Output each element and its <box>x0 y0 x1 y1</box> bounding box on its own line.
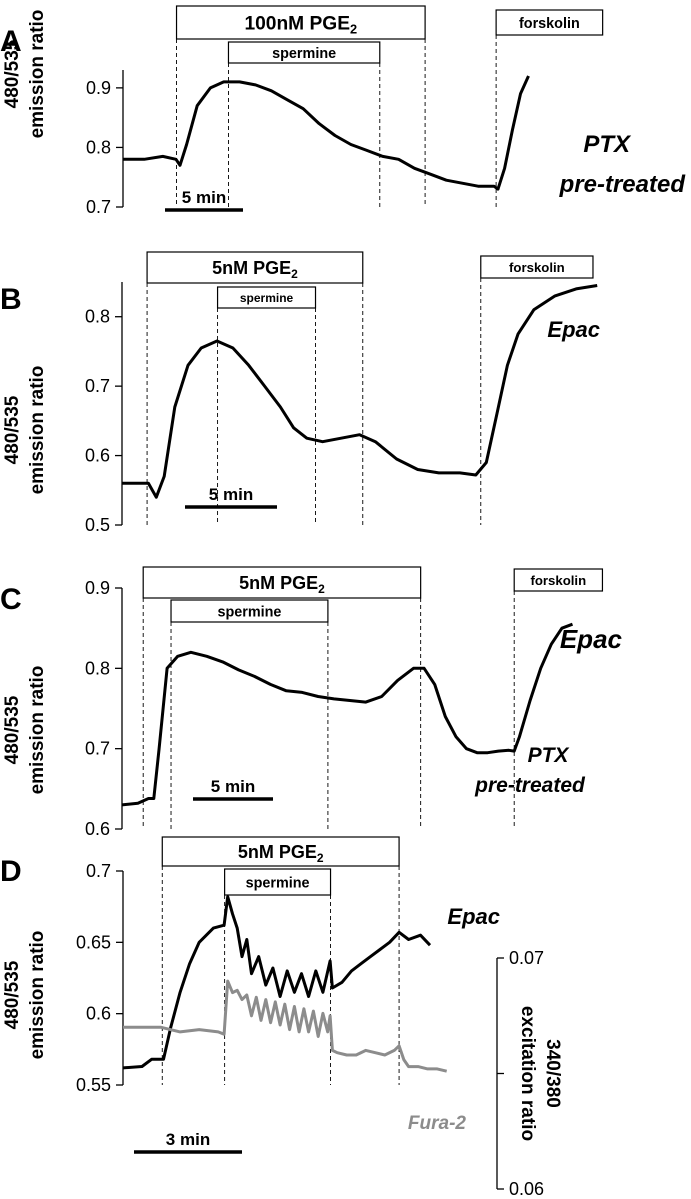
treatment-label: forskolin <box>509 260 565 275</box>
y-tick-label: 0.8 <box>85 307 110 327</box>
annotation-label: pre-treated <box>474 774 586 797</box>
y-axis-label: 480/535 emission ratio <box>2 666 48 795</box>
y-axis-label: 480/535 emission ratio <box>2 10 48 139</box>
series-line <box>121 622 574 807</box>
y-tick-label: 0.6 <box>86 1004 111 1024</box>
series-line <box>122 895 432 1070</box>
y-axis-label-line: 480/535 <box>2 39 23 108</box>
treatment-label-subscript: 2 <box>317 851 324 865</box>
y-axis-label-line: 480/535 <box>2 695 23 764</box>
scale-bar-label: 5 min <box>209 485 253 504</box>
annotation-label: Epac <box>560 624 623 654</box>
y-axis-label-line: emission ratio <box>27 366 48 495</box>
y-tick-label: 0.7 <box>86 861 111 881</box>
y-tick-label: 0.7 <box>85 376 110 396</box>
y-tick-label: 0.7 <box>85 739 110 759</box>
y-tick-label: 0.7 <box>86 197 111 217</box>
treatment-box <box>227 41 381 64</box>
y2-tick-label: 0.06 <box>509 1179 544 1199</box>
treatment-box <box>495 9 604 36</box>
treatment-label: spermine <box>217 604 281 620</box>
annotation-label: PTX <box>583 131 632 158</box>
treatment-box <box>175 5 426 40</box>
scale-bar-label: 5 min <box>182 188 226 207</box>
treatment-label: spermine <box>240 291 294 305</box>
panel-letter: A <box>0 25 22 58</box>
series-line <box>122 284 598 499</box>
treatment-label: 5nM PGE2 <box>239 573 325 596</box>
treatment-box <box>216 286 317 309</box>
treatment-box <box>142 566 422 599</box>
panel-letter: C <box>0 583 22 616</box>
treatment-box <box>480 255 594 279</box>
treatment-box <box>513 568 604 592</box>
y-tick-label: 0.8 <box>85 658 110 678</box>
y2-axis-label: 340/380excitation ratio <box>517 1006 563 1141</box>
y-axis-label: 480/535 emission ratio <box>2 366 48 495</box>
treatment-box <box>161 836 400 867</box>
y-tick-label: 0.55 <box>76 1075 111 1095</box>
annotation-label: pre-treated <box>559 171 687 198</box>
y-axis-label-line: 480/535 <box>2 960 23 1029</box>
series-label-fura2: Fura-2 <box>408 1113 467 1134</box>
treatment-label-subscript: 2 <box>350 22 357 37</box>
treatment-box <box>224 868 332 896</box>
treatment-label-subscript: 2 <box>318 582 325 596</box>
treatment-label: forskolin <box>530 573 586 588</box>
y-axis-label-line: 480/535 <box>2 395 23 464</box>
y2-axis-label-line: excitation ratio <box>517 1006 538 1141</box>
treatment-box <box>170 599 329 623</box>
panel-B: B 480/535 emission ratio 0.5 0.6 0.7 0.8 5nM PG… <box>0 251 600 535</box>
treatment-label: 100nM PGE2 <box>244 14 357 37</box>
scale-bar-label: 3 min <box>166 1130 210 1149</box>
y-tick-label: 0.9 <box>86 78 111 98</box>
annotation-label: PTX <box>528 744 571 767</box>
y-axis-label-line: emission ratio <box>27 666 48 795</box>
y-tick-label: 0.6 <box>85 446 110 466</box>
y-tick-label: 0.5 <box>85 515 110 535</box>
panel-C: C 480/535 emission ratio 0.6 0.7 0.8 0.9 5nM PG… <box>0 566 623 839</box>
treatment-label: 5nM PGE2 <box>212 258 298 281</box>
annotation-label: Epac <box>447 904 500 929</box>
y-tick-label: 0.6 <box>85 819 110 839</box>
scale-bar-label: 5 min <box>211 777 255 796</box>
treatment-label: spermine <box>246 875 310 891</box>
y-tick-label: 0.65 <box>76 932 111 952</box>
panel-D: D 480/535 emission ratio 0.55 0.6 0.65 0.7 5nM … <box>0 836 563 1199</box>
treatment-label: forskolin <box>519 16 580 32</box>
panel-letter: D <box>0 855 22 888</box>
y-tick-label: 0.8 <box>86 137 111 157</box>
annotation-label: Epac <box>547 317 600 342</box>
treatment-label-subscript: 2 <box>291 267 298 281</box>
treatment-box <box>146 251 364 284</box>
y-axis-label-line: emission ratio <box>27 10 48 139</box>
y2-tick-label: 0.07 <box>509 948 544 968</box>
treatment-label: spermine <box>272 46 336 62</box>
treatment-label: 5nM PGE2 <box>238 842 324 865</box>
series-line <box>123 979 448 1073</box>
y-tick-label: 0.9 <box>85 578 110 598</box>
y-axis-label: 480/535 emission ratio <box>2 931 48 1060</box>
y2-axis-label-line: 340/380 <box>542 1039 563 1108</box>
y-axis-label-line: emission ratio <box>27 931 48 1060</box>
series-line <box>123 75 530 191</box>
panel-letter: B <box>0 283 22 316</box>
